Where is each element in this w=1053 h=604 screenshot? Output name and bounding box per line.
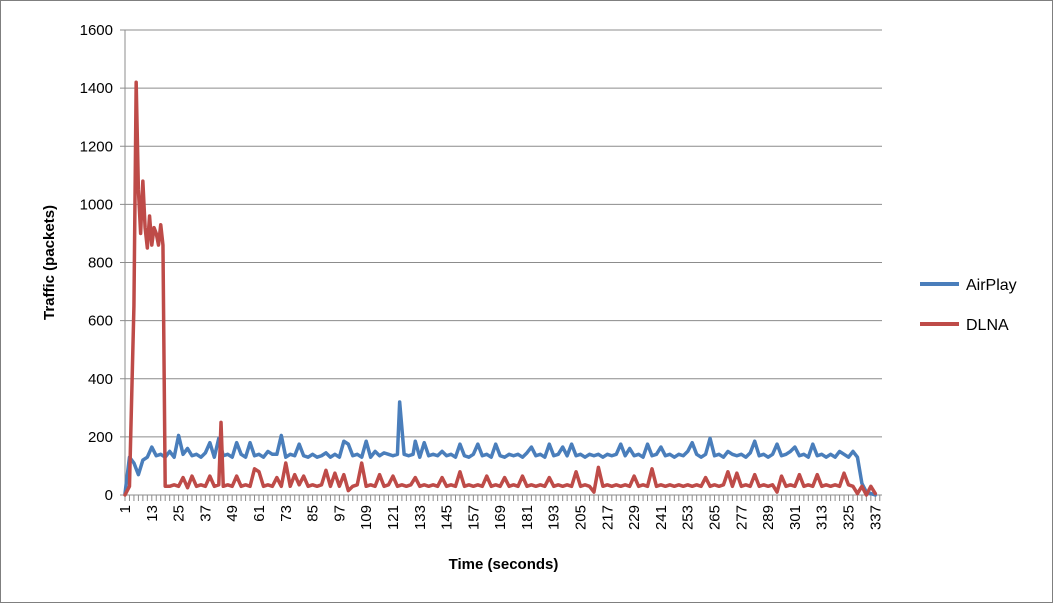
y-tick-label: 400 [88,371,113,388]
series-lines [123,80,878,497]
x-tick-label: 133 [412,505,429,530]
y-axis-title: Traffic (packets) [41,205,58,320]
x-tick-label: 61 [251,505,268,522]
series-line-dlna [123,80,878,497]
series-line-airplay [123,400,878,497]
y-tick-label: 1000 [80,196,113,213]
y-tick-label: 800 [88,255,113,272]
x-tick-label: 265 [707,505,724,530]
axes: 0 200 400 600 800 1000 1200 1400 1600 1 13 25 37 49 61… [80,22,885,530]
x-tick-label: 289 [760,505,777,530]
x-tick-label: 13 [144,505,161,522]
x-tick-label: 337 [867,505,884,530]
x-tick-label: 253 [680,505,697,530]
x-tick-label: 193 [546,505,563,530]
legend-label-dlna: DLNA [966,317,1009,334]
gridlines [125,29,882,438]
x-tick-label: 157 [465,505,482,530]
x-tick-label: 145 [439,505,456,530]
x-tick-label: 325 [841,505,858,530]
y-tick-label: 600 [88,313,113,330]
legend: AirPlay DLNA [920,277,1017,334]
x-tick-label: 277 [733,505,750,530]
legend-label-airplay: AirPlay [966,277,1017,294]
x-tick-label: 301 [787,505,804,530]
x-tick-label: 73 [278,505,295,522]
x-tick-label: 205 [573,505,590,530]
x-tick-label: 169 [492,505,509,530]
x-tick-label: 181 [519,505,536,530]
x-tick-label: 109 [358,505,375,530]
x-tick-label: 217 [599,505,616,530]
x-tick-label: 313 [814,505,831,530]
x-tick-label: 49 [224,505,241,522]
x-tick-label: 229 [626,505,643,530]
y-tick-label: 0 [105,487,113,504]
x-tick-label: 1 [117,505,134,513]
y-tick-label: 1400 [80,80,113,97]
y-tick-label: 1200 [80,138,113,155]
x-tick-label: 241 [653,505,670,530]
x-tick-label: 121 [385,505,402,530]
x-tick-label: 85 [305,505,322,522]
x-tick-label: 25 [171,505,188,522]
x-tick-label: 97 [331,505,348,522]
x-tick-label: 37 [197,505,214,522]
y-tick-label: 200 [88,429,113,446]
y-tick-label: 1600 [80,22,113,39]
x-axis-title: Time (seconds) [449,556,559,573]
